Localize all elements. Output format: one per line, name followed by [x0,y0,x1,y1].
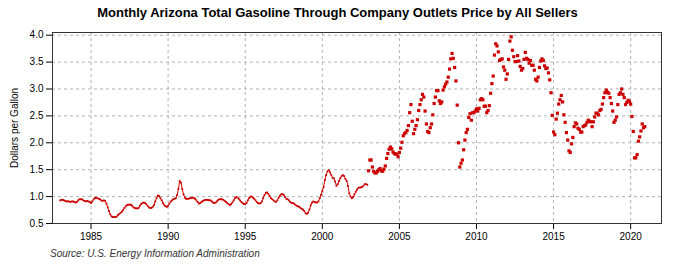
svg-text:1.0: 1.0 [30,191,44,202]
svg-text:0.5: 0.5 [30,218,44,229]
svg-text:2020: 2020 [620,231,643,242]
svg-text:1995: 1995 [234,231,257,242]
html-text:Monthly Arizona Total Gasoline: Monthly Arizona Total Gasoline Through C… [97,5,578,20]
svg-text:2005: 2005 [388,231,411,242]
svg-text:2000: 2000 [311,231,334,242]
svg-text:2015: 2015 [542,231,565,242]
svg-text:1.5: 1.5 [30,164,44,175]
html-text:Source: U.S. Energy Informatio: Source: U.S. Energy Information Administ… [50,248,260,259]
svg-text:4.0: 4.0 [30,29,44,40]
svg-text:2010: 2010 [465,231,488,242]
svg-text:2.0: 2.0 [30,137,44,148]
svg-text:1985: 1985 [80,231,103,242]
svg-text:3.5: 3.5 [30,56,44,67]
svg-text:Dollars per Gallon: Dollars per Gallon [9,88,20,168]
svg-text:2.5: 2.5 [30,110,44,121]
svg-text:1990: 1990 [157,231,180,242]
svg-text:3.0: 3.0 [30,83,44,94]
